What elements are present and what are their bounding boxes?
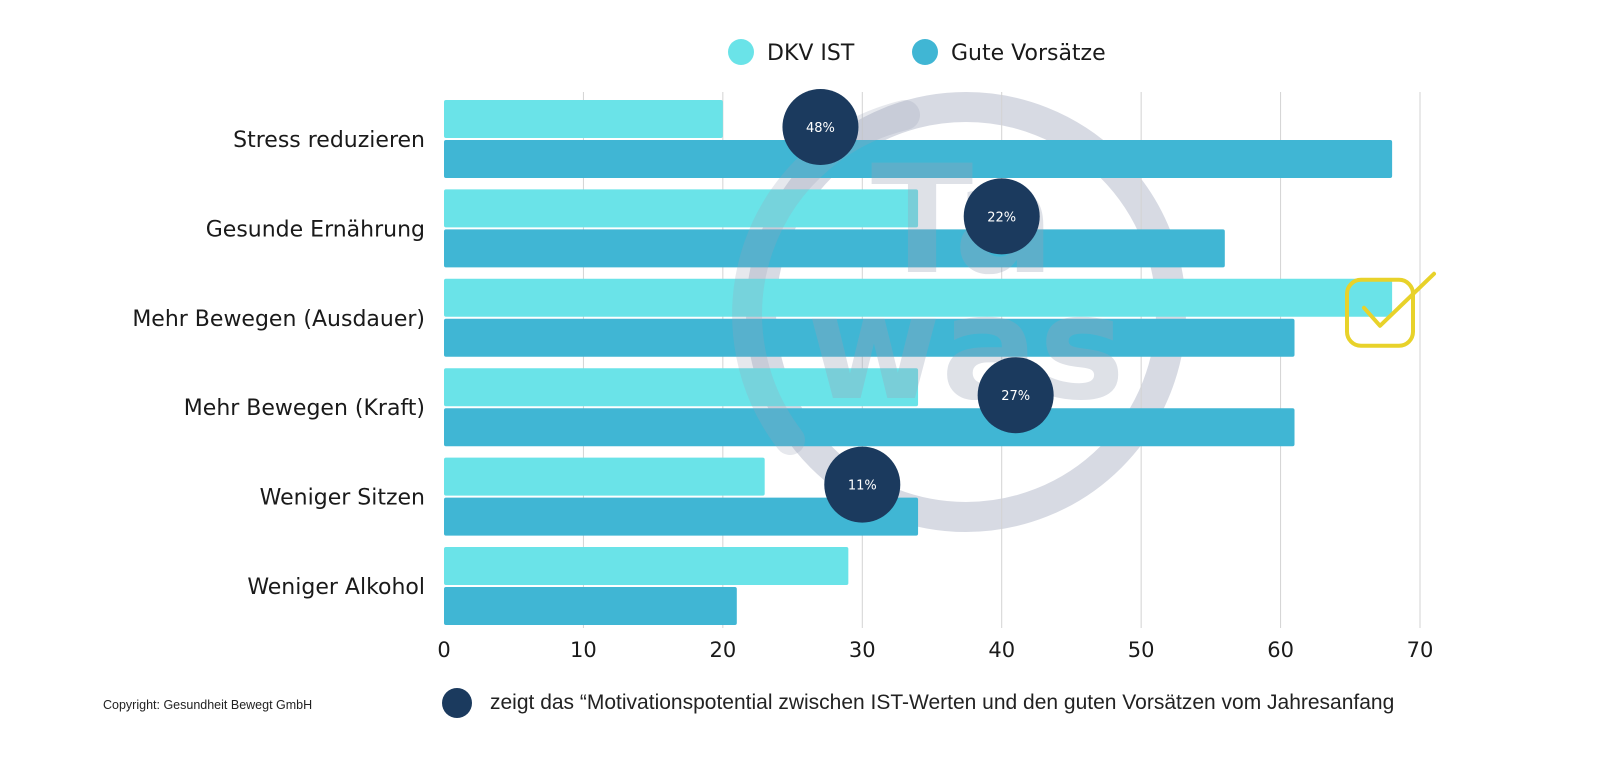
bar-gute-vorsaetze [444, 408, 1295, 447]
category-label: Weniger Alkohol [247, 575, 425, 600]
bar-dkv-ist [444, 368, 919, 407]
bubble-circle [782, 89, 859, 165]
bar-dkv-ist [444, 457, 765, 496]
bubble-circle [977, 357, 1054, 434]
checkmark-stroke [1362, 271, 1436, 328]
bar-dkv-ist [444, 547, 849, 585]
motivation-bubble: 22% [963, 178, 1040, 255]
bar-gute-vorsaetze [444, 318, 1295, 357]
legend: DKV IST Gute Vorsätze [728, 39, 1106, 66]
motivation-bubble: 48% [782, 89, 859, 165]
x-tick-label: 70 [1407, 638, 1434, 662]
x-tick-label: 50 [1128, 638, 1155, 662]
bar-gute-vorsaetze [444, 140, 1393, 178]
checkbox-frame [1345, 277, 1415, 348]
motivation-bubble: 27% [977, 357, 1054, 434]
category-label: Mehr Bewegen (Kraft) [184, 396, 425, 421]
category-label: Mehr Bewegen (Ausdauer) [132, 307, 425, 332]
bubble-legend-icon [442, 688, 472, 718]
watermark-text-bottom: was [807, 264, 1125, 433]
footnote: zeigt das “Motivationspotential zwischen… [442, 688, 1394, 718]
bubble-label: 22% [987, 210, 1016, 225]
category-label: Weniger Sitzen [260, 486, 425, 511]
copyright-text: Copyright: Gesundheit Bewegt GmbH [103, 698, 313, 712]
bubble-circle [824, 446, 901, 523]
bar-gute-vorsaetze [444, 587, 737, 625]
bar-dkv-ist [444, 189, 919, 228]
bars [444, 100, 1393, 625]
x-tick-label: 0 [437, 638, 450, 662]
x-axis-ticks: 0 10 20 30 40 50 60 70 [437, 638, 1433, 662]
bubble-label: 11% [848, 479, 877, 494]
category-labels: Stress reduzieren Gesunde Ernährung Mehr B… [132, 128, 425, 600]
bar-gute-vorsaetze [444, 497, 919, 536]
bubble-circle [963, 178, 1040, 255]
x-tick-label: 10 [570, 638, 597, 662]
legend-marker-dkv-ist [728, 39, 754, 65]
bubble-label: 27% [1001, 389, 1030, 404]
bubble-label: 48% [806, 121, 835, 136]
x-tick-label: 40 [988, 638, 1015, 662]
bar-gute-vorsaetze [444, 229, 1225, 268]
x-tick-label: 30 [849, 638, 876, 662]
motivation-bubble: 11% [824, 446, 901, 523]
bar-dkv-ist [444, 278, 1393, 317]
legend-label: DKV IST [767, 41, 855, 66]
category-label: Stress reduzieren [233, 128, 425, 153]
legend-label: Gute Vorsätze [951, 41, 1106, 66]
bar-dkv-ist [444, 100, 723, 138]
motivation-bubbles: 48% 22% 27% 11% [782, 89, 1054, 523]
category-label: Gesunde Ernährung [206, 217, 425, 242]
checkmark-icon [1345, 271, 1436, 348]
footnote-text: zeigt das “Motivationspotential zwischen… [490, 691, 1395, 714]
x-tick-label: 60 [1267, 638, 1294, 662]
legend-marker-gute-vorsaetze [912, 39, 938, 65]
x-tick-label: 20 [709, 638, 736, 662]
